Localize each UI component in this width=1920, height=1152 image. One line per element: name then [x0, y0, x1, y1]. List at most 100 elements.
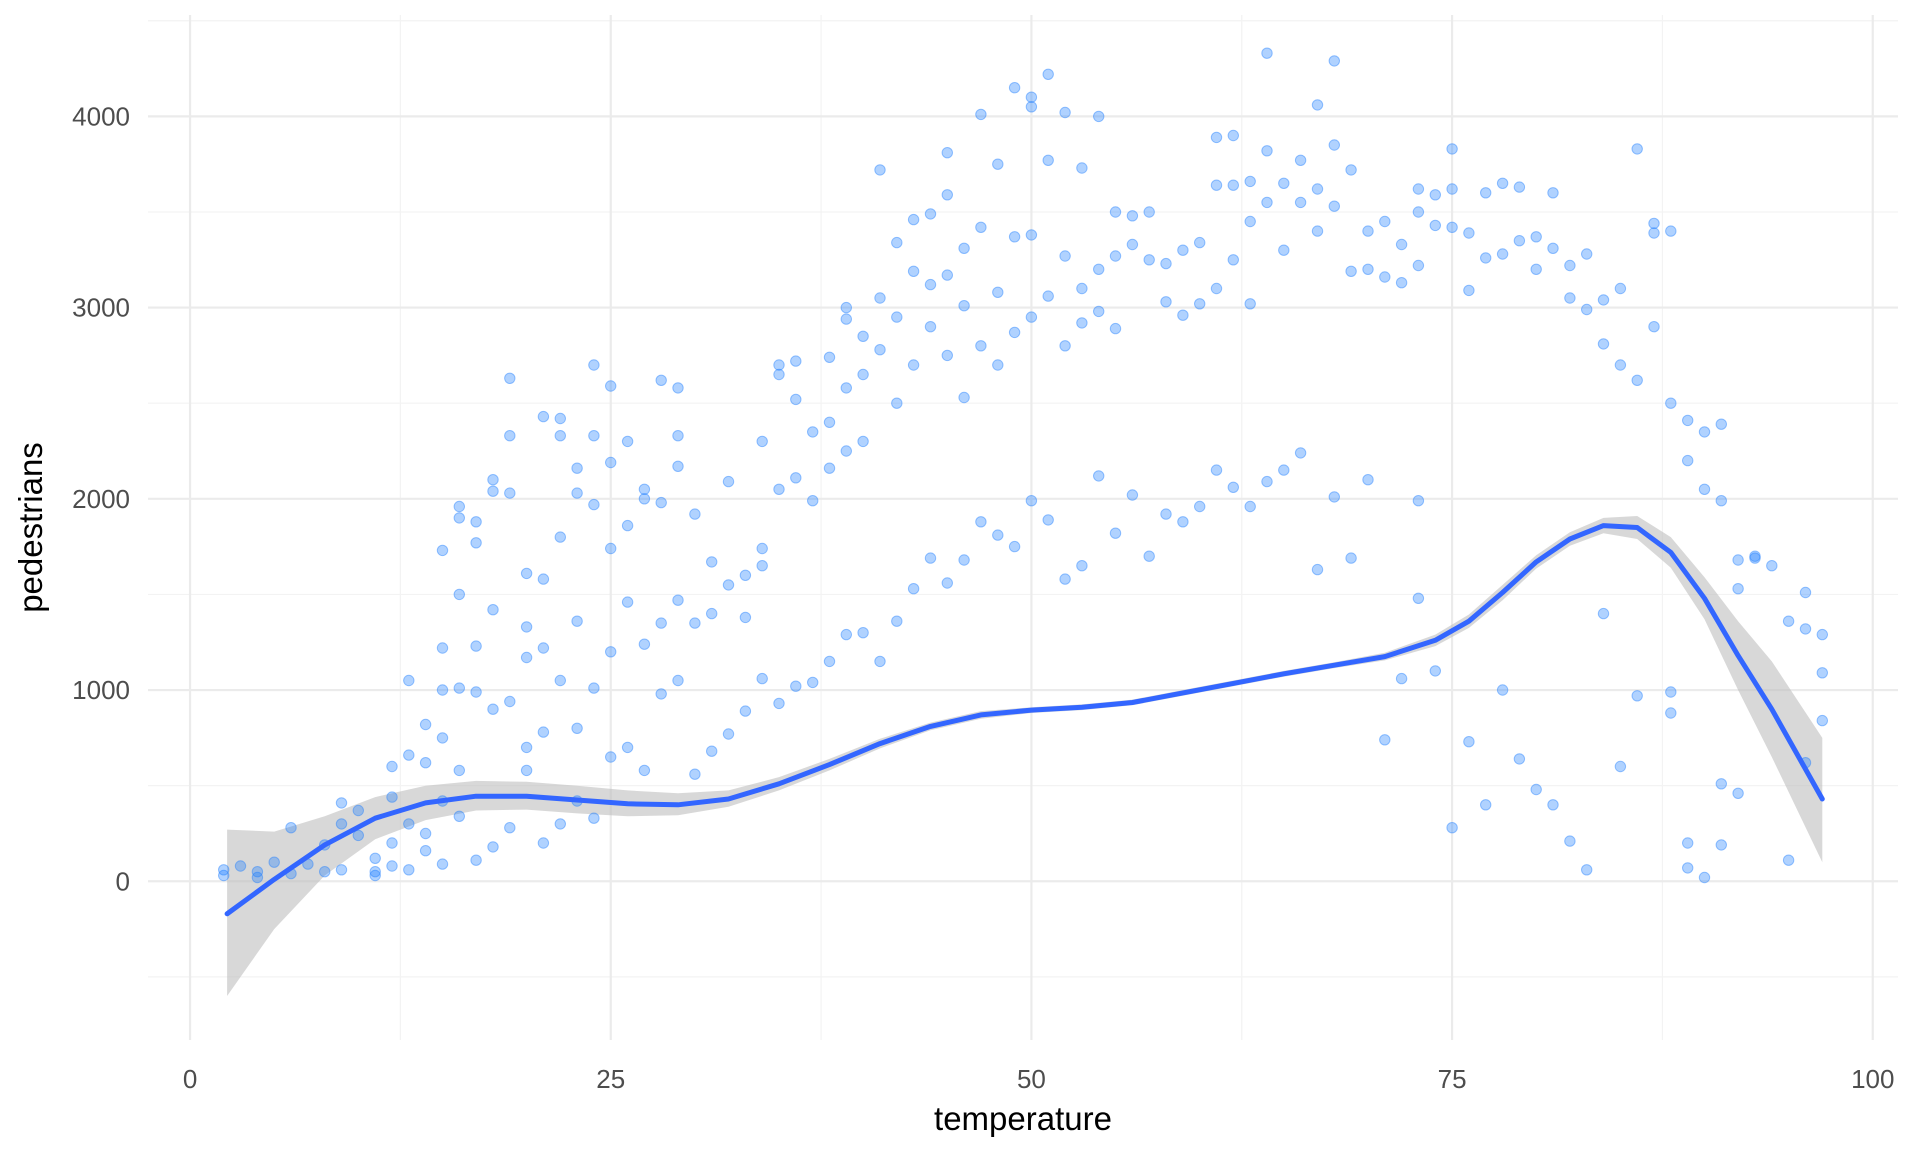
smooth-line-layer: [224, 523, 1825, 917]
data-point: [403, 818, 415, 830]
data-point: [1682, 454, 1694, 467]
data-point: [1210, 179, 1223, 191]
data-point: [605, 456, 617, 469]
data-point: [403, 864, 415, 876]
data-point: [874, 164, 886, 176]
data-point: [285, 822, 297, 834]
data-point: [756, 542, 768, 555]
data-point: [1614, 282, 1627, 295]
data-point: [537, 410, 550, 423]
data-point: [1665, 686, 1677, 698]
data-point: [1294, 154, 1307, 167]
data-point: [1109, 250, 1122, 262]
data-point: [638, 638, 651, 650]
data-point: [1126, 489, 1139, 501]
data-point: [1042, 290, 1054, 302]
data-point: [605, 380, 617, 392]
data-point: [251, 866, 264, 878]
x-tick-label: 100: [1851, 1064, 1894, 1094]
data-point: [1429, 665, 1442, 677]
data-point: [689, 508, 701, 520]
data-point: [588, 682, 600, 694]
data-point: [386, 791, 398, 803]
data-point: [992, 359, 1004, 371]
data-point: [1581, 303, 1593, 316]
data-point: [1732, 554, 1744, 566]
data-point: [655, 617, 667, 629]
data-point: [857, 435, 869, 448]
data-point: [1446, 143, 1458, 155]
data-point: [739, 569, 752, 581]
data-point: [823, 655, 836, 668]
data-point: [436, 544, 449, 557]
data-point: [605, 542, 617, 555]
data-point: [739, 705, 752, 717]
data-point: [537, 642, 550, 654]
data-point: [1362, 225, 1374, 237]
data-point: [975, 221, 987, 234]
data-point: [1682, 837, 1694, 849]
y-tick-label: 1000: [72, 675, 130, 705]
data-point: [1513, 235, 1526, 247]
y-tick-label: 2000: [72, 484, 130, 514]
data-point: [554, 430, 566, 442]
data-point: [1648, 321, 1660, 333]
data-point: [1093, 263, 1105, 275]
data-point: [1143, 206, 1155, 218]
data-point: [1194, 298, 1206, 310]
confidence-ribbon: [227, 516, 1823, 996]
data-point: [1194, 236, 1206, 249]
data-point: [1177, 516, 1189, 528]
x-axis-title: temperature: [934, 1100, 1112, 1137]
x-tick-label: 50: [1017, 1064, 1046, 1094]
data-point: [1177, 309, 1189, 321]
data-point: [874, 292, 886, 304]
data-point: [1227, 179, 1240, 191]
data-point: [1261, 47, 1273, 59]
data-point: [1715, 839, 1728, 851]
data-point: [975, 516, 987, 528]
data-point: [1160, 257, 1172, 270]
data-point: [1227, 129, 1240, 142]
data-point: [537, 837, 550, 849]
data-point: [756, 435, 768, 448]
data-point: [1564, 292, 1576, 304]
data-point: [520, 621, 533, 633]
data-point: [722, 475, 735, 488]
data-point: [369, 852, 381, 864]
data-point: [1429, 189, 1442, 201]
data-point: [436, 684, 449, 696]
data-point: [1530, 783, 1542, 796]
data-point: [1648, 227, 1660, 239]
data-point: [1597, 338, 1610, 350]
data-point: [554, 818, 566, 830]
data-point: [958, 391, 970, 404]
data-point: [1328, 491, 1341, 503]
data-point: [1412, 259, 1425, 272]
data-point: [1008, 326, 1021, 339]
data-point: [958, 300, 970, 312]
data-point: [706, 556, 718, 568]
data-point: [335, 818, 348, 830]
data-point: [1093, 470, 1105, 482]
data-point: [907, 359, 920, 371]
data-point: [857, 368, 869, 381]
data-point: [773, 697, 785, 710]
data-point: [1665, 225, 1677, 237]
data-point: [335, 797, 348, 809]
data-point: [1059, 250, 1071, 262]
data-point: [621, 741, 634, 754]
data-point: [706, 607, 718, 620]
data-point: [807, 495, 819, 507]
data-point: [1025, 229, 1038, 241]
data-point: [1109, 206, 1122, 218]
data-point: [1782, 854, 1795, 866]
data-point: [1311, 225, 1324, 237]
data-point: [790, 355, 802, 367]
data-point: [1799, 623, 1812, 635]
data-point: [1429, 219, 1442, 232]
data-point: [470, 686, 482, 698]
data-point: [386, 837, 398, 849]
data-point: [487, 703, 499, 715]
